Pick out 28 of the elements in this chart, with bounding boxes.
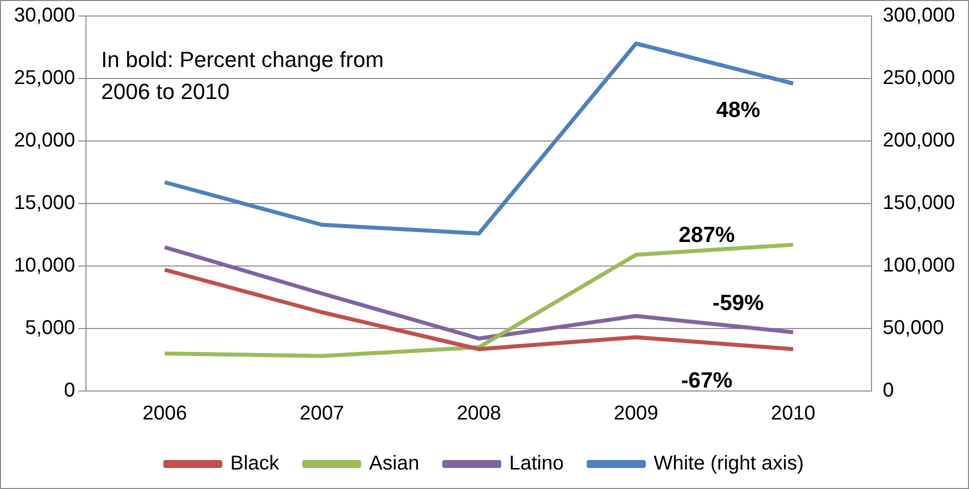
y2-tick-label: 300,000 — [882, 4, 955, 27]
y-tick-label: 10,000 — [14, 254, 76, 277]
x-tick-label: 2007 — [300, 402, 344, 425]
x-tick-label: 2010 — [770, 402, 816, 425]
annotation: 48% — [716, 96, 760, 122]
y-tick-label: 0 — [64, 380, 76, 402]
annotation: -59% — [712, 290, 764, 316]
annotation: -67% — [681, 368, 732, 393]
annotation: In bold: Percent change from 2006 to 2010 — [101, 47, 384, 104]
y2-tick-label: 250,000 — [882, 67, 955, 90]
y2-tick-label: 50,000 — [882, 317, 944, 340]
y-tick-label: 25,000 — [14, 67, 76, 90]
y2-tick-label: 150,000 — [882, 192, 955, 214]
x-tick-label: 2008 — [456, 402, 502, 425]
y-tick-label: 5,000 — [25, 317, 76, 340]
x-tick-label: 2009 — [614, 402, 658, 425]
y2-tick-label: 100,000 — [882, 254, 955, 277]
y2-tick-label: 200,000 — [882, 130, 955, 152]
annotation: 287% — [678, 222, 735, 247]
y-tick-label: 30,000 — [14, 4, 76, 27]
legend-label: White (right axis) — [654, 452, 804, 475]
y-tick-label: 15,000 — [14, 192, 76, 214]
y2-tick-label: 0 — [882, 380, 894, 402]
legend-label: Latino — [509, 452, 564, 475]
legend-label: Asian — [369, 452, 420, 475]
y-tick-label: 20,000 — [14, 130, 76, 152]
x-tick-label: 2006 — [142, 402, 187, 425]
legend-label: Black — [230, 452, 280, 475]
